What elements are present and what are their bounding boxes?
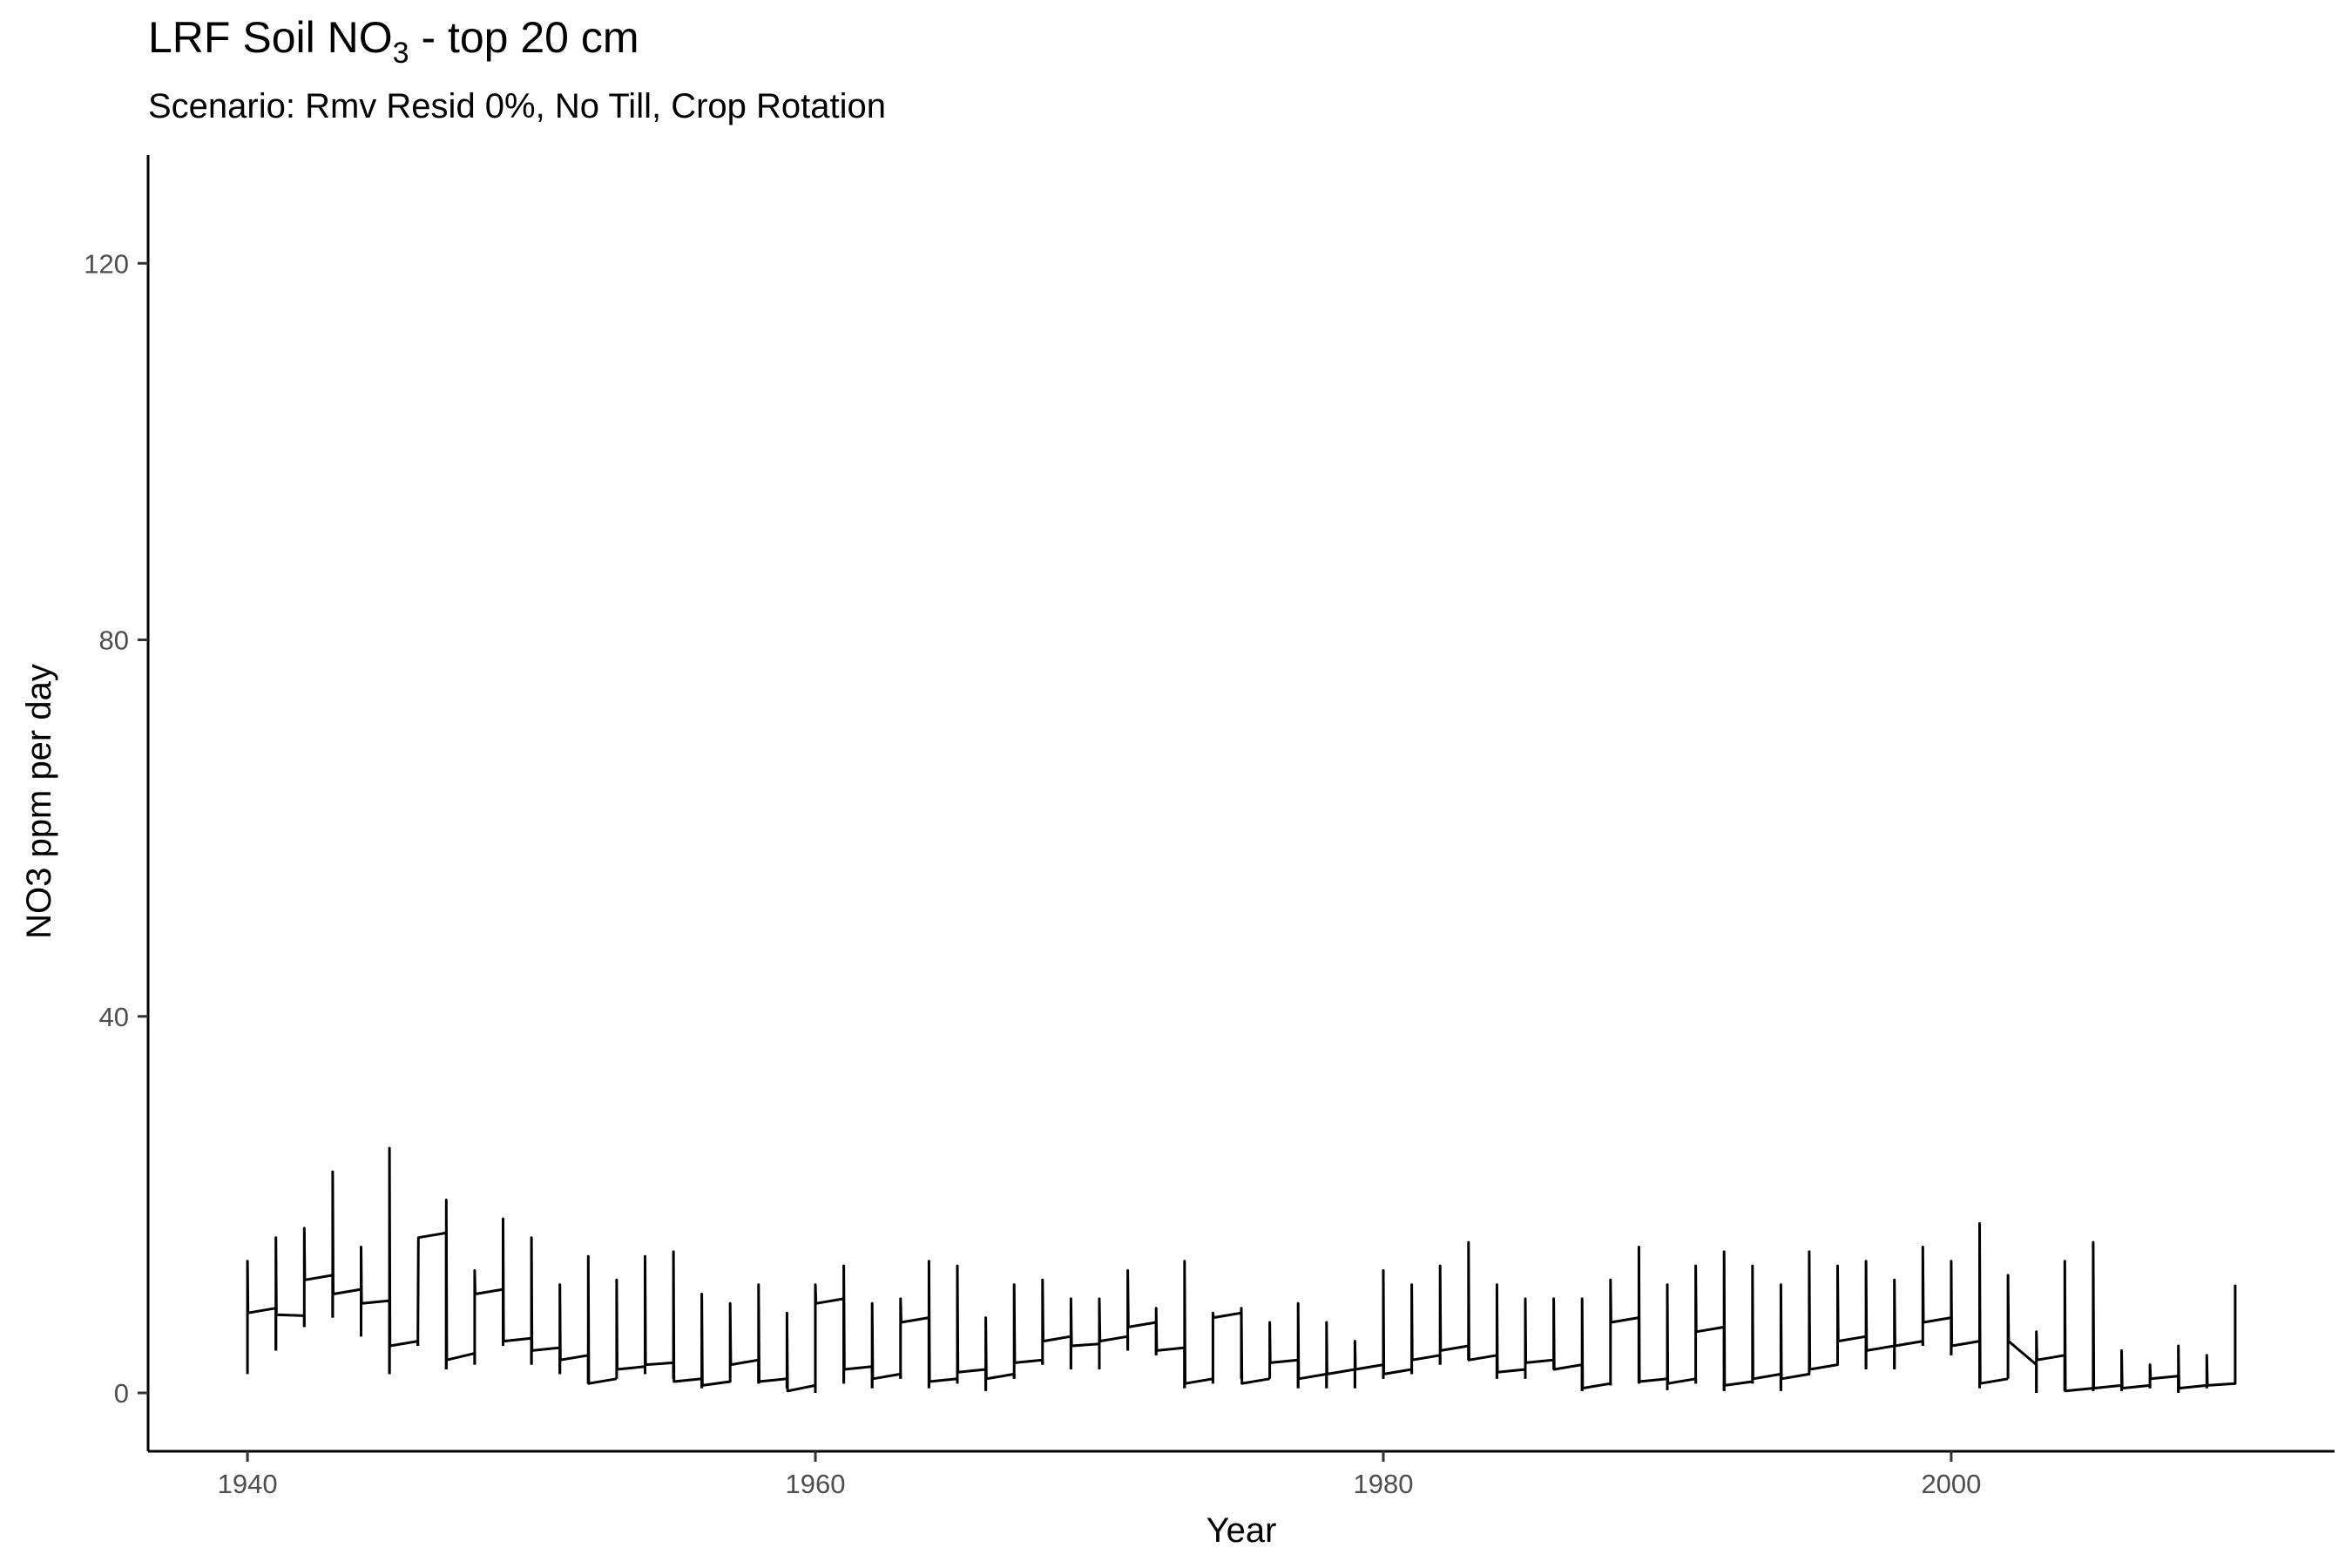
series-line-segment: [785, 1311, 817, 1393]
y-tick-label: 80: [99, 625, 129, 656]
series-line-segment: [1609, 1278, 1640, 1386]
series-line-segment: [2092, 1240, 2123, 1391]
series-line-segment: [1893, 1278, 1924, 1369]
series-line-segment: [814, 1283, 846, 1393]
series-line-segment: [2035, 1330, 2066, 1393]
series-line-segment: [274, 1236, 306, 1351]
y-tick-label: 120: [84, 248, 129, 279]
series-line-segment: [502, 1217, 533, 1365]
series-line-segment: [1296, 1301, 1328, 1389]
series-line-segment: [2177, 1344, 2208, 1393]
series-line-segment: [1864, 1260, 1896, 1369]
series-line-segment: [899, 1297, 930, 1389]
x-tick-label: 1980: [1354, 1469, 1414, 1499]
series-line-segment: [1240, 1307, 1270, 1385]
series-line-segment: [672, 1250, 704, 1389]
series-line-segment: [1836, 1264, 1868, 1369]
series-line-segment: [2063, 1260, 2095, 1393]
series-line-segment: [1495, 1283, 1527, 1379]
series-line-segment: [2120, 1348, 2152, 1391]
chart-title-subscript: 3: [392, 37, 409, 70]
y-tick-label: 40: [99, 1002, 129, 1032]
x-axis-ticks: 1940 1960 1980 2000: [218, 1451, 1981, 1499]
series-line-segment: [360, 1246, 391, 1375]
series-line-segment: [2205, 1284, 2237, 1389]
series-line-segment: [388, 1146, 420, 1375]
series-line-segment: [1325, 1321, 1356, 1389]
series-line-segment: [302, 1227, 335, 1328]
series-line-segment: [1126, 1269, 1158, 1355]
series-line-segment: [1694, 1264, 1726, 1391]
chart-title-main: LRF Soil NO: [148, 13, 393, 62]
series-line-segment: [1950, 1260, 1981, 1389]
chart-subtitle: Scenario: Rmv Resid 0%, No Till, Crop Ro…: [148, 87, 886, 125]
series-line-segment: [1808, 1250, 1839, 1371]
series-line-segment: [1438, 1264, 1470, 1365]
series-line-segment: [530, 1236, 562, 1375]
series-line-segment: [444, 1199, 476, 1369]
series-line-segment: [246, 1260, 278, 1375]
series-line-segment: [331, 1170, 362, 1337]
x-tick-label: 1960: [786, 1469, 846, 1499]
x-tick-label: 2000: [1921, 1469, 1981, 1499]
series-line-segment: [644, 1254, 675, 1379]
series-line-segment: [1211, 1311, 1243, 1384]
series-line-segment: [1353, 1340, 1385, 1389]
series-line-segment: [956, 1264, 988, 1391]
data-layer: [246, 1146, 2237, 1393]
series-line-segment: [870, 1301, 902, 1389]
series-line-segment: [1722, 1250, 1754, 1391]
series-line-segment: [984, 1316, 1016, 1391]
series-line-segment: [757, 1283, 788, 1389]
series-line-segment: [1069, 1297, 1101, 1369]
series-line-segment: [1666, 1283, 1698, 1390]
series-line-segment: [1978, 1222, 2009, 1389]
series-line-segment: [1410, 1283, 1442, 1375]
x-tick-label: 1940: [218, 1469, 278, 1499]
series-line-segment: [473, 1269, 504, 1365]
series-line-segment: [1779, 1283, 1811, 1391]
series-line-segment: [1751, 1264, 1782, 1391]
series-line-segment: [586, 1254, 618, 1385]
y-tick-label: 0: [114, 1378, 129, 1409]
series-line-segment: [416, 1231, 448, 1369]
series-line-segment: [1921, 1246, 1953, 1355]
series-line-segment: [1098, 1297, 1130, 1369]
series-line-segment: [1041, 1278, 1072, 1369]
series-line-segment: [558, 1283, 590, 1384]
series-line-segment: [700, 1293, 732, 1389]
chart-title-rest: - top 20 cm: [409, 13, 639, 62]
y-axis-ticks: 0 40 80 120: [84, 248, 148, 1409]
series-line-segment: [2148, 1363, 2180, 1393]
series-line-segment: [1580, 1297, 1612, 1391]
series-line-segment: [728, 1301, 760, 1384]
series-line-segment: [1637, 1246, 1669, 1390]
chart-title: LRF Soil NO3 - top 20 cm: [148, 12, 639, 71]
series-line-segment: [1268, 1321, 1300, 1389]
series-line-segment: [1154, 1307, 1186, 1389]
x-axis-title: Year: [1206, 1511, 1277, 1550]
series-line-segment: [1467, 1240, 1498, 1379]
series-line-segment: [927, 1260, 959, 1389]
series-line-segment: [1524, 1297, 1556, 1379]
series-line-segment: [2006, 1274, 2038, 1393]
series-line-segment: [1012, 1283, 1044, 1379]
series-line-segment: [842, 1264, 874, 1389]
series-line-segment: [1183, 1260, 1214, 1389]
series-line-segment: [1552, 1297, 1584, 1391]
series-line-segment: [1382, 1269, 1414, 1379]
y-axis-title: NO3 ppm per day: [20, 664, 58, 939]
series-line-segment: [615, 1278, 646, 1379]
